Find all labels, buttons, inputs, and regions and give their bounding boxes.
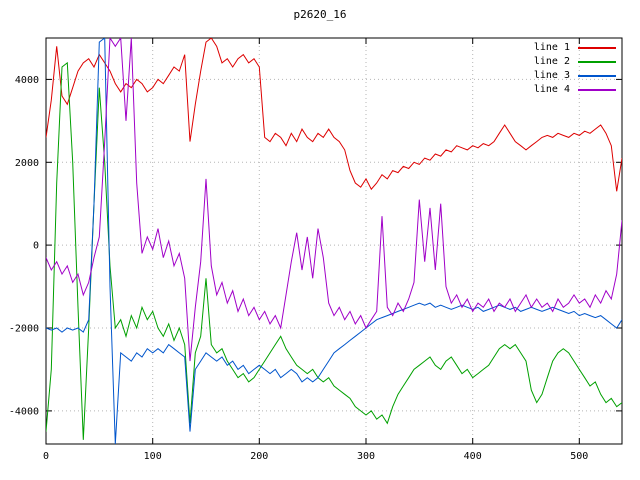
legend-label: line 3: [533, 70, 570, 81]
legend-item: line 1: [534, 42, 616, 53]
line-sample-icon: [578, 46, 616, 49]
chart-title: p2620_16: [293, 8, 347, 21]
legend-label: line 2: [533, 56, 570, 67]
svg-text:500: 500: [570, 451, 588, 462]
svg-text:-4000: -4000: [9, 406, 39, 417]
legend-label: line 1: [533, 42, 570, 53]
svg-text:300: 300: [357, 451, 375, 462]
legend-label: line 4: [533, 84, 570, 95]
legend-item: line 2: [534, 56, 616, 67]
line-sample-icon: [578, 60, 616, 63]
svg-text:4000: 4000: [15, 75, 39, 86]
svg-text:200: 200: [250, 451, 268, 462]
svg-text:400: 400: [464, 451, 482, 462]
svg-text:0: 0: [33, 241, 39, 252]
legend-item: line 3: [534, 70, 616, 81]
legend: line 1 line 2 line 3 line 4: [534, 42, 616, 95]
line-sample-icon: [578, 74, 616, 77]
svg-text:2000: 2000: [15, 158, 39, 169]
svg-text:100: 100: [144, 451, 162, 462]
svg-text:-2000: -2000: [9, 324, 39, 335]
legend-item: line 4: [534, 84, 616, 95]
svg-text:0: 0: [43, 451, 49, 462]
line-sample-icon: [578, 88, 616, 91]
